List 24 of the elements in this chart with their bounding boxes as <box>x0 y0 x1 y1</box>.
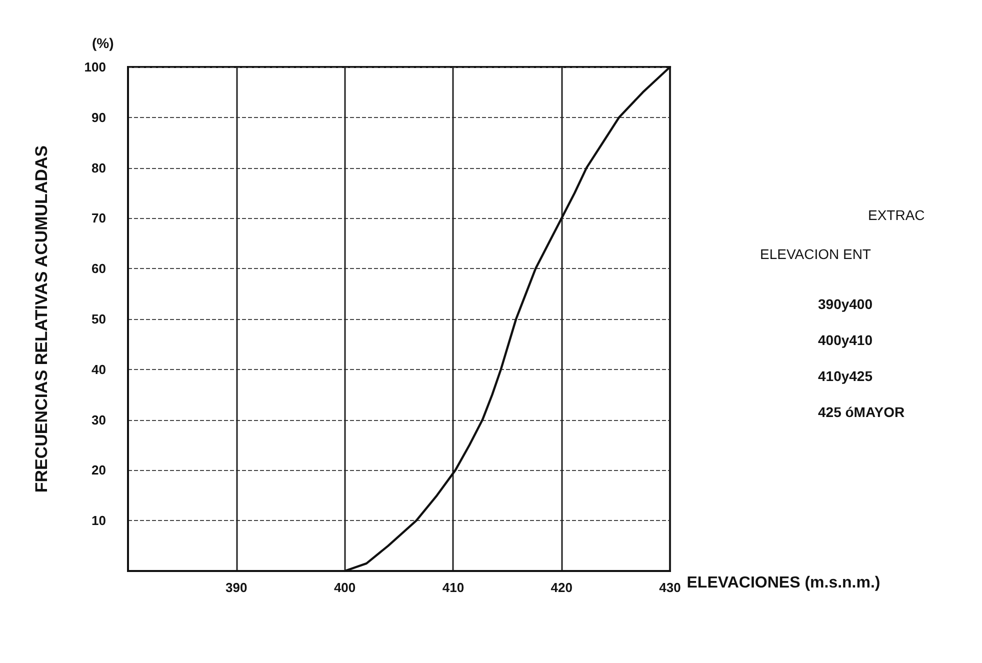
y-tick-label: 30 <box>92 412 106 428</box>
text: (%) <box>92 35 114 51</box>
text: 400y410 <box>818 332 873 348</box>
x-tick-label: 420 <box>550 580 572 595</box>
y-axis-title: FRECUENCIAS RELATIVAS ACUMULADAS <box>32 145 51 493</box>
text: ELEVACION ENT <box>760 246 872 262</box>
text: 390y400 <box>818 296 873 312</box>
y-tick-label: 80 <box>92 160 106 176</box>
y-tick-label: 100 <box>84 60 106 74</box>
y-tick-label: 40 <box>92 362 106 377</box>
y-tick-label: 20 <box>92 462 106 478</box>
x-tick-label: 390 <box>226 580 248 595</box>
x-tick-label: 410 <box>442 580 464 595</box>
y-tick-label: 50 <box>92 312 106 326</box>
x-tick-label: 400 <box>334 580 356 595</box>
y-tick-label: 70 <box>92 210 106 226</box>
text: 410y425 <box>818 368 873 384</box>
y-tick-label: 90 <box>92 110 106 125</box>
text: EXTRAC <box>868 207 925 223</box>
x-tick-label: 430 <box>659 580 681 595</box>
y-tick-label: 10 <box>92 513 106 528</box>
y-tick-label: 60 <box>92 261 106 276</box>
x-axis-title: ELEVACIONES (m.s.n.m.) <box>686 574 880 592</box>
text: 425 óMAYOR <box>818 404 905 420</box>
